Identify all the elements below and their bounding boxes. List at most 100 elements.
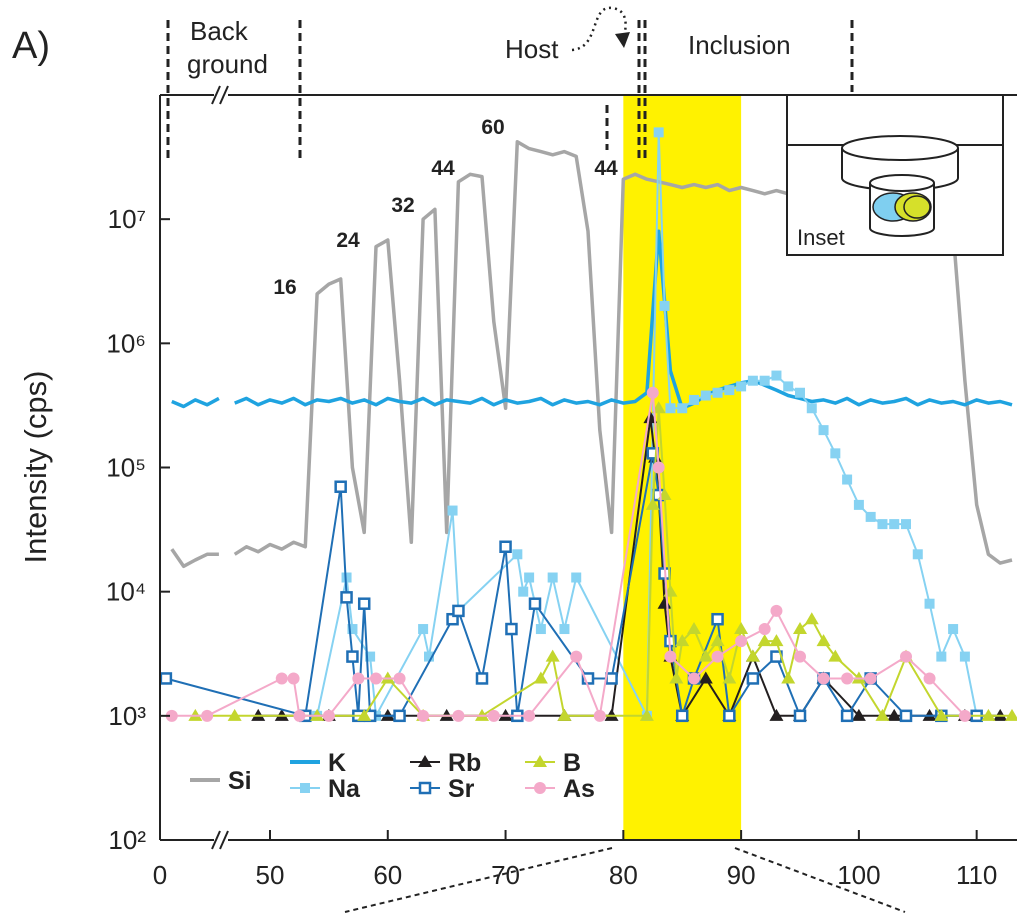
data-point xyxy=(794,650,806,663)
data-point xyxy=(675,709,689,723)
data-point xyxy=(275,672,288,685)
data-point xyxy=(227,708,242,721)
data-point xyxy=(677,403,688,414)
legend-label: Si xyxy=(228,767,252,795)
data-point xyxy=(653,127,664,138)
data-point xyxy=(417,709,430,722)
y-tick-label: 10⁷ xyxy=(108,204,146,234)
data-point xyxy=(365,651,376,662)
peak-label: 16 xyxy=(273,276,296,299)
data-point xyxy=(759,375,770,386)
data-point xyxy=(901,519,911,530)
data-point xyxy=(352,672,365,685)
data-point xyxy=(698,649,713,662)
data-point xyxy=(912,549,923,560)
annotation: Host xyxy=(505,34,559,64)
data-point xyxy=(593,709,606,722)
x-tick-label: 100 xyxy=(837,860,880,890)
legend-marker xyxy=(418,781,432,795)
legend-label: As xyxy=(563,775,595,803)
data-point xyxy=(723,709,736,723)
data-point xyxy=(452,604,465,618)
y-tick-label: 10³ xyxy=(108,701,146,731)
legend-label: Na xyxy=(328,775,361,803)
x-tick-label: 90 xyxy=(727,860,756,890)
data-point xyxy=(769,708,784,721)
data-point xyxy=(570,650,583,663)
data-point xyxy=(934,708,949,721)
data-point xyxy=(887,708,902,721)
data-point xyxy=(734,622,749,635)
data-point xyxy=(669,671,684,684)
data-point xyxy=(687,622,701,635)
data-point xyxy=(524,572,535,583)
data-point xyxy=(523,709,536,722)
data-point xyxy=(664,650,677,663)
data-point xyxy=(851,671,866,684)
data-point xyxy=(322,709,335,722)
data-point xyxy=(581,672,595,685)
data-point xyxy=(851,708,866,721)
x-tick-label: 80 xyxy=(609,860,638,890)
legend-marker xyxy=(300,783,310,793)
data-point xyxy=(899,709,913,723)
data-point xyxy=(545,649,560,662)
data-point xyxy=(487,709,500,722)
data-point xyxy=(781,671,796,684)
legend-marker xyxy=(533,755,547,767)
data-point xyxy=(841,672,854,685)
data-point xyxy=(747,375,758,386)
data-point xyxy=(712,387,723,398)
legend-label: K xyxy=(328,749,346,777)
data-point xyxy=(528,597,542,610)
data-point xyxy=(418,624,429,635)
panel-label: A) xyxy=(12,25,50,67)
data-point xyxy=(875,708,890,721)
data-point xyxy=(652,461,665,474)
x-tick-label: 110 xyxy=(956,860,997,890)
data-point xyxy=(688,672,700,685)
peak-label: 44 xyxy=(431,157,455,180)
data-point xyxy=(499,540,512,554)
data-point xyxy=(746,672,760,685)
data-point xyxy=(769,634,784,647)
data-point xyxy=(287,672,300,685)
data-point xyxy=(293,709,306,722)
data-point xyxy=(447,505,458,516)
data-point xyxy=(923,672,936,685)
data-point xyxy=(518,586,529,597)
data-point xyxy=(675,634,690,647)
data-point xyxy=(1005,708,1017,721)
data-point xyxy=(793,709,807,723)
data-point xyxy=(393,672,406,685)
data-point xyxy=(865,511,876,522)
annotation: Back xyxy=(190,16,249,46)
data-point xyxy=(665,403,676,414)
plot-area xyxy=(159,95,1017,840)
data-point xyxy=(840,709,854,723)
data-point xyxy=(341,572,352,583)
data-point xyxy=(757,634,772,647)
data-point xyxy=(806,403,817,414)
data-point xyxy=(370,672,382,685)
data-point xyxy=(165,709,178,722)
data-point xyxy=(645,497,660,510)
peak-label: 60 xyxy=(481,116,504,139)
host-arrow xyxy=(571,6,627,52)
data-point xyxy=(347,624,358,635)
data-point xyxy=(830,448,841,459)
data-point xyxy=(793,622,807,635)
data-point xyxy=(424,651,434,662)
peak-label: 32 xyxy=(391,194,414,217)
legend-label: B xyxy=(563,749,581,777)
data-point xyxy=(828,649,843,662)
data-point xyxy=(571,572,582,583)
data-point xyxy=(557,708,572,721)
data-point xyxy=(689,394,699,405)
data-point xyxy=(698,671,713,684)
data-point xyxy=(783,381,794,392)
data-point xyxy=(711,650,724,663)
data-point xyxy=(924,598,935,609)
data-point xyxy=(711,612,724,626)
